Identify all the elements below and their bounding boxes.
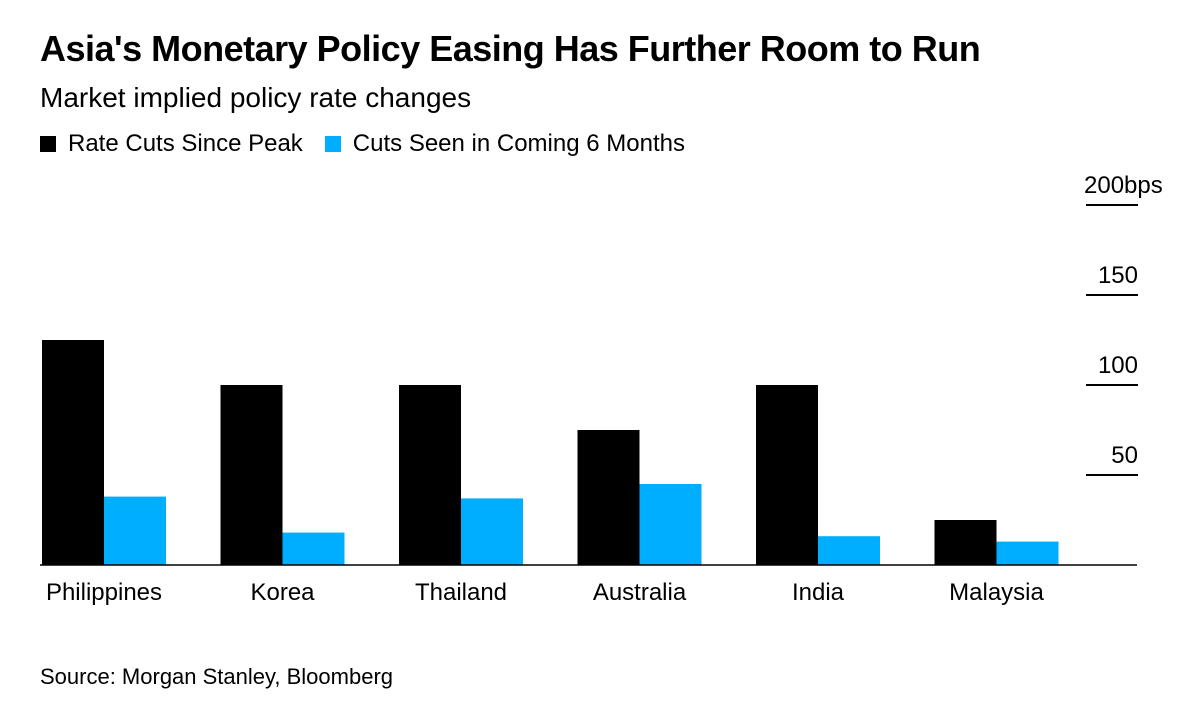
chart-subtitle: Market implied policy rate changes bbox=[40, 82, 472, 113]
bar-rate-cuts-since-peak bbox=[934, 520, 997, 565]
x-tick-label: India bbox=[792, 579, 845, 606]
x-tick-label: Philippines bbox=[46, 579, 162, 606]
bar-cuts-seen-coming-6-months bbox=[996, 541, 1059, 565]
bar-cuts-seen-coming-6-months bbox=[461, 498, 523, 565]
bar-rate-cuts-since-peak bbox=[220, 385, 283, 565]
legend-item-rate-cuts: Rate Cuts Since Peak bbox=[40, 130, 303, 158]
bar-cuts-seen-coming-6-months bbox=[639, 484, 702, 565]
bar-rate-cuts-since-peak bbox=[42, 340, 104, 565]
source-note: Source: Morgan Stanley, Bloomberg bbox=[40, 664, 393, 689]
legend-label-cuts-seen: Cuts Seen in Coming 6 Months bbox=[352, 130, 685, 157]
x-tick-label: Australia bbox=[593, 579, 687, 606]
bar-cuts-seen-coming-6-months bbox=[104, 496, 166, 565]
x-tick-label: Thailand bbox=[415, 579, 507, 606]
bar-rate-cuts-since-peak bbox=[399, 385, 461, 565]
bar-cuts-seen-coming-6-months bbox=[282, 532, 345, 565]
legend-swatch-rate-cuts bbox=[40, 136, 56, 152]
y-tick-label: 100 bbox=[1098, 352, 1138, 379]
x-tick-label: Malaysia bbox=[949, 579, 1044, 606]
legend-swatch-cuts-seen bbox=[324, 136, 341, 152]
bar-rate-cuts-since-peak bbox=[756, 385, 818, 565]
y-tick-label: 150 bbox=[1098, 262, 1138, 289]
legend-item-cuts-seen: Cuts Seen in Coming 6 Months bbox=[324, 130, 685, 158]
chart-title: Asia's Monetary Policy Easing Has Furthe… bbox=[40, 28, 981, 69]
bar-cuts-seen-coming-6-months bbox=[818, 536, 880, 565]
x-tick-label: Korea bbox=[250, 579, 315, 606]
bar-rate-cuts-since-peak bbox=[577, 430, 640, 565]
y-tick-label: 200bps bbox=[1084, 172, 1163, 199]
legend: Rate Cuts Since Peak Cuts Seen in Coming… bbox=[40, 130, 707, 158]
y-tick-label: 50 bbox=[1111, 442, 1138, 469]
legend-label-rate-cuts: Rate Cuts Since Peak bbox=[68, 130, 303, 157]
